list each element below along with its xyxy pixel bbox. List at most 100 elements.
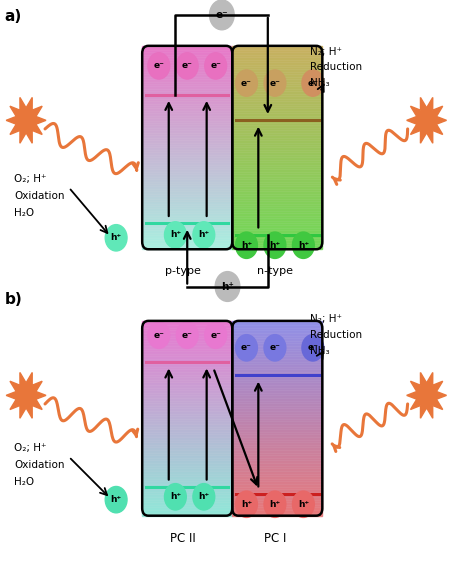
Bar <box>142 481 232 483</box>
Bar <box>232 248 322 249</box>
Bar <box>232 345 322 347</box>
Bar <box>142 323 232 324</box>
Bar <box>232 469 322 470</box>
Bar <box>232 350 322 352</box>
Bar <box>232 402 322 403</box>
Bar <box>142 163 232 164</box>
Bar <box>142 144 232 146</box>
Bar <box>142 203 232 205</box>
Bar <box>142 352 232 354</box>
Bar <box>232 178 322 180</box>
Bar <box>232 219 322 221</box>
Bar <box>142 488 232 490</box>
Bar <box>232 105 322 107</box>
Bar <box>232 68 322 69</box>
Bar <box>142 423 232 425</box>
Bar <box>142 508 232 509</box>
Bar <box>232 384 322 386</box>
Bar <box>232 139 322 141</box>
Bar <box>142 358 232 360</box>
Bar <box>142 444 232 446</box>
Bar <box>142 475 232 477</box>
Text: NH₃: NH₃ <box>310 346 330 356</box>
Bar <box>232 229 322 230</box>
Bar <box>142 246 232 248</box>
Bar <box>142 81 232 83</box>
Circle shape <box>105 486 127 513</box>
Text: h⁺: h⁺ <box>110 495 122 504</box>
Bar <box>142 386 232 387</box>
Bar <box>232 202 322 203</box>
Bar <box>142 120 232 122</box>
Bar <box>232 46 322 48</box>
Bar <box>142 378 232 379</box>
Bar <box>232 459 322 461</box>
Bar <box>142 498 232 500</box>
Bar <box>142 438 232 439</box>
Bar <box>142 480 232 481</box>
Bar <box>232 504 322 506</box>
Bar <box>142 503 232 504</box>
Bar <box>232 389 322 391</box>
Bar <box>142 446 232 448</box>
Text: e⁻: e⁻ <box>210 331 221 340</box>
Bar <box>232 214 322 215</box>
Bar <box>142 197 232 198</box>
Text: Reduction: Reduction <box>310 329 363 340</box>
Bar <box>232 375 322 376</box>
Bar <box>232 498 322 500</box>
Bar <box>232 508 322 509</box>
Bar <box>232 340 322 342</box>
Bar <box>232 69 322 71</box>
Circle shape <box>193 484 215 510</box>
Bar <box>142 122 232 124</box>
Bar <box>142 483 232 485</box>
Bar <box>142 434 232 436</box>
Bar <box>232 512 322 514</box>
Bar <box>142 486 232 488</box>
Bar <box>232 501 322 503</box>
Bar <box>142 449 232 451</box>
Bar <box>142 391 232 393</box>
Bar <box>232 134 322 136</box>
Bar <box>142 433 232 434</box>
Bar <box>232 387 322 389</box>
Text: H₂O: H₂O <box>14 477 34 488</box>
Bar <box>142 198 232 200</box>
Bar <box>232 331 322 332</box>
Bar <box>232 442 322 444</box>
Bar <box>142 210 232 212</box>
Circle shape <box>164 484 186 510</box>
Bar <box>142 73 232 74</box>
Bar <box>232 110 322 112</box>
Bar <box>142 461 232 462</box>
Bar <box>232 462 322 464</box>
Bar <box>232 363 322 364</box>
Bar <box>232 151 322 152</box>
Bar <box>142 56 232 58</box>
Bar <box>142 143 232 144</box>
Bar <box>232 391 322 393</box>
Bar <box>232 448 322 449</box>
Bar <box>142 506 232 508</box>
Text: e⁻: e⁻ <box>270 79 280 88</box>
Bar <box>232 217 322 219</box>
Circle shape <box>148 53 170 79</box>
Circle shape <box>148 322 170 348</box>
Bar <box>142 182 232 183</box>
Bar <box>142 462 232 464</box>
Bar <box>232 200 322 202</box>
Bar <box>232 161 322 163</box>
Bar <box>232 198 322 200</box>
Bar <box>232 418 322 420</box>
Bar <box>232 90 322 92</box>
Bar <box>142 418 232 420</box>
Bar <box>142 332 232 334</box>
Bar <box>142 375 232 376</box>
Bar <box>232 453 322 454</box>
Bar <box>142 178 232 180</box>
Bar <box>232 156 322 158</box>
Bar <box>232 386 322 387</box>
Bar <box>232 480 322 481</box>
Circle shape <box>292 232 314 258</box>
